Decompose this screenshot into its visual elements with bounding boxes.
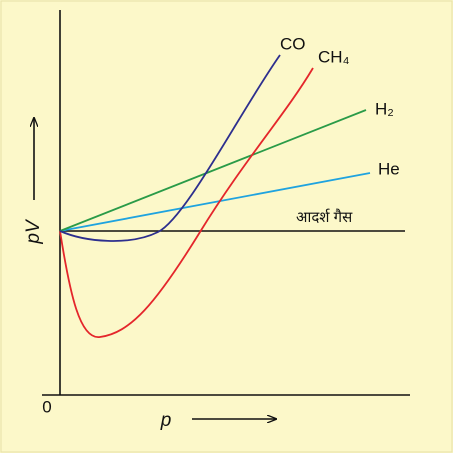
ideal-gas-label: आदर्श गैस (296, 208, 353, 226)
ch4-curve (59, 67, 314, 338)
y-axis-label: pV (23, 218, 44, 245)
origin-label: 0 (42, 397, 51, 416)
h2-curve (59, 109, 367, 232)
he-label: He (378, 159, 400, 178)
co-curve (59, 54, 281, 242)
h2-label: H₂ (375, 99, 394, 118)
he-curve (59, 172, 371, 232)
ch4-label: CH₄ (318, 47, 350, 66)
co-label: CO (280, 34, 306, 53)
x-axis-label: p (160, 410, 172, 431)
